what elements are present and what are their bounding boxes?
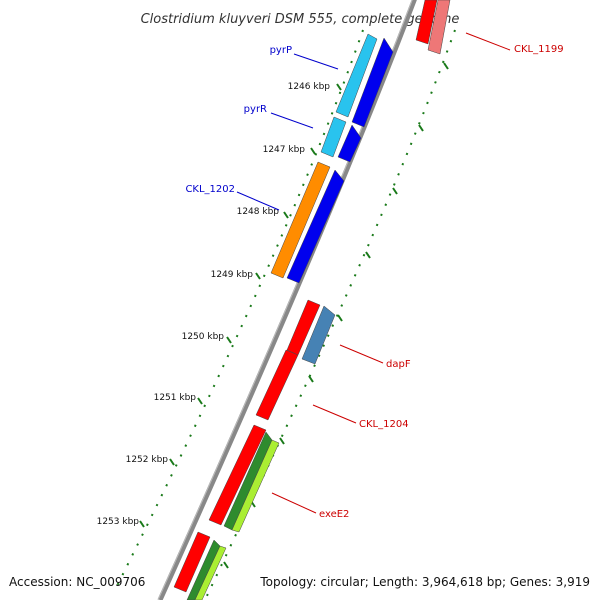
tick-label: 1250 kbp <box>182 332 225 342</box>
gene-label-pyrP[interactable]: pyrP <box>270 45 292 56</box>
inner-major-tick <box>336 83 342 91</box>
outer-major-tick <box>392 187 398 195</box>
gene-label-dapF[interactable]: dapF <box>386 359 411 370</box>
label-connectors <box>236 32 511 514</box>
outer-major-tick <box>418 124 424 132</box>
connector-CKL_1199 <box>465 32 511 51</box>
inner-major-ticks <box>139 83 342 528</box>
next-gene <box>186 539 221 600</box>
inner-major-tick <box>169 458 175 466</box>
outer-major-tick <box>223 561 229 569</box>
CKL_1200-cds <box>415 0 438 45</box>
CKL_1202-cds <box>270 161 331 279</box>
inner-major-tick <box>310 147 316 155</box>
inner-major-tick <box>197 397 203 405</box>
genome-summary-text: Topology: circular; Length: 3,964,618 bp… <box>259 575 590 589</box>
outer-major-ticks <box>223 62 449 569</box>
inner-major-tick <box>139 520 145 528</box>
exeE2-cds <box>208 424 267 526</box>
tick-label: 1249 kbp <box>211 270 254 280</box>
outer-major-tick <box>365 251 371 259</box>
gene-label-pyrR[interactable]: pyrR <box>244 104 267 115</box>
gene-label-exeE2[interactable]: exeE2 <box>319 509 349 520</box>
gene-label-CKL_1199[interactable]: CKL_1199 <box>514 44 564 55</box>
tick-label: 1252 kbp <box>126 455 169 465</box>
tick-label: 1248 kbp <box>237 207 280 217</box>
gene-label-CKL_1204[interactable]: CKL_1204 <box>359 419 409 430</box>
CKL_1204-cds <box>255 349 299 421</box>
pyrR-cds <box>320 116 347 158</box>
gene-features <box>173 0 451 600</box>
gene-label-CKL_1202[interactable]: CKL_1202 <box>185 184 235 195</box>
connector-dapF <box>339 344 384 364</box>
outer-tick-track <box>204 29 456 600</box>
next-gene-outer <box>194 545 227 600</box>
tick-label: 1247 kbp <box>263 145 306 155</box>
inner-major-tick <box>255 272 261 280</box>
connector-CKL_1204 <box>312 404 357 424</box>
outer-major-tick <box>337 314 343 322</box>
connector-exeE2 <box>271 492 317 514</box>
connector-pyrP <box>293 53 339 70</box>
CKL_1202-gene <box>286 169 345 284</box>
exeE2-gene-outer <box>231 439 280 533</box>
accession-text: Accession: NC_009706 <box>9 575 145 589</box>
outer-major-tick <box>279 437 285 445</box>
genome-backbone <box>157 0 417 600</box>
CKL_1199-gene <box>427 0 451 55</box>
tick-labels: 1246 kbp 1247 kbp 1248 kbp 1249 kbp 1250… <box>97 82 331 527</box>
tick-label: 1251 kbp <box>154 393 197 403</box>
gene-labels: pyrP pyrR CKL_1202 CKL_1199 dapF CKL_120… <box>185 44 563 520</box>
outer-major-tick <box>308 375 314 383</box>
inner-major-tick <box>226 336 232 344</box>
map-title: Clostridium kluyveri DSM 555, complete g… <box>141 12 460 27</box>
tick-label: 1253 kbp <box>97 517 140 527</box>
outer-major-tick <box>443 62 449 70</box>
pyrP-gene <box>351 37 394 128</box>
inner-major-tick <box>283 211 289 219</box>
connector-pyrR <box>270 112 314 129</box>
pyrP-cds <box>335 33 378 118</box>
next-cds <box>173 531 211 593</box>
tick-label: 1246 kbp <box>288 82 331 92</box>
connector-CKL_1202 <box>236 191 280 211</box>
pyrR-gene <box>337 124 362 163</box>
dapF-gene <box>301 305 336 365</box>
